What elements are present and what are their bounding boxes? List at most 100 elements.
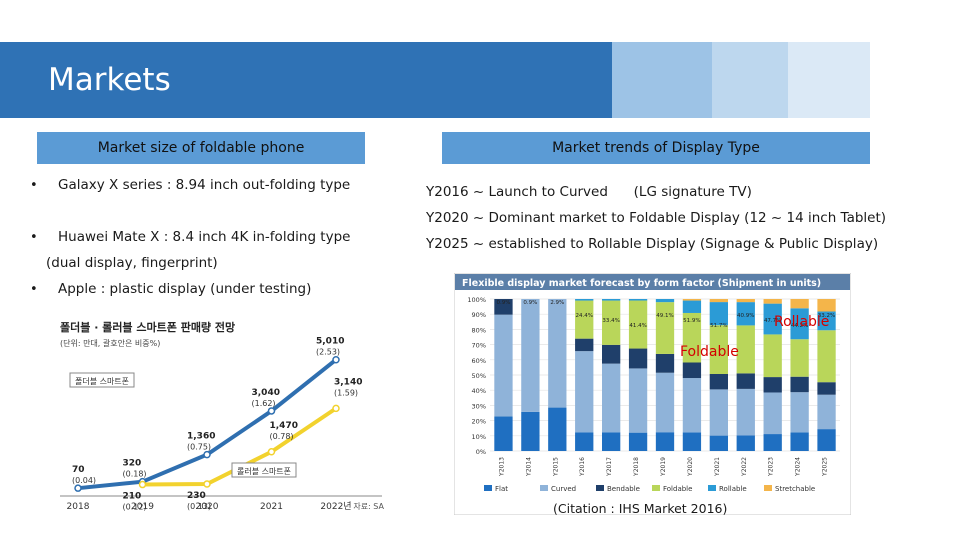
bar-segment-curved: [655, 372, 675, 433]
bar-point-label: 2.9%: [550, 300, 564, 306]
line-point-label: 3,140: [334, 377, 362, 387]
line-point: [267, 407, 276, 415]
line-point-share: (0.04): [72, 476, 96, 485]
bar-segment-stretchable: [790, 299, 809, 309]
line-point-label: 70: [72, 465, 85, 475]
bar-segment-rollable: [575, 299, 594, 301]
bar-segment-curved: [628, 368, 648, 433]
bar-segment-flat: [817, 429, 836, 451]
line-chart-x-tick: 2022년: [320, 501, 351, 511]
bar-segment-bendable: [575, 338, 594, 352]
left-section-header: Market size of foldable phone: [37, 132, 365, 164]
bar-y-tick: 10%: [472, 433, 486, 441]
foldable-callout: Foldable: [680, 344, 739, 360]
legend-label: Foldable: [663, 485, 692, 493]
line-chart-subtitle: (단위: 만대, 괄호안은 비중%): [60, 338, 160, 348]
bar-point-label: 0.9%: [523, 300, 537, 306]
line-chart-x-tick: 2018: [67, 502, 90, 511]
bar-x-tick: Y2020: [687, 457, 694, 477]
line-point-label: 1,470: [270, 421, 298, 431]
line-chart-x-tick: 2019: [131, 502, 154, 511]
bullet-icon: •: [30, 178, 38, 193]
bar-segment-rollable: [790, 308, 809, 340]
line-chart-source: 자료: SA: [353, 502, 384, 511]
bar-segment-bendable: [763, 377, 782, 393]
bar-segment-curved: [790, 392, 809, 433]
legend-swatch: [708, 485, 716, 491]
bullet-huawei-detail: (dual display, fingerprint): [46, 255, 218, 271]
line-point-label: 230: [187, 491, 206, 501]
legend-tag-rollable: 롤러블 스마트폰: [237, 466, 291, 476]
line-point: [332, 404, 340, 413]
bar-y-tick: 90%: [472, 311, 486, 319]
bar-point-label: 33.4%: [602, 318, 619, 324]
line-point-share: (0.78): [270, 432, 294, 441]
bar-segment-foldable: [736, 325, 755, 374]
line-point-label: 3,040: [252, 388, 280, 398]
bullet-galaxy: Galaxy X series : 8.94 inch out-folding …: [58, 177, 351, 193]
bar-segment-foldable: [602, 300, 621, 345]
line-point-share: (0.75): [187, 443, 211, 452]
bar-segment-foldable: [655, 302, 675, 354]
bar-chart-title: Flexible display market forecast by form…: [462, 278, 821, 289]
bar-x-tick: Y2022: [741, 457, 748, 477]
line-chart-x-tick: 2020: [196, 502, 219, 511]
bar-point-label: 49.1%: [656, 313, 673, 319]
bar-segment-bendable: [628, 348, 648, 369]
display-market-bar-chart: Flexible display market forecast by form…: [454, 273, 851, 515]
bar-segment-stretchable: [736, 299, 755, 303]
legend-label: Flat: [495, 485, 508, 493]
bar-segment-foldable: [575, 300, 594, 339]
bar-segment-stretchable: [817, 299, 836, 312]
bar-segment-curved: [548, 299, 567, 408]
legend-swatch: [764, 485, 772, 491]
line-point-share: (0.18): [123, 470, 147, 479]
slide-title: Markets: [48, 62, 171, 98]
bullet-icon: •: [30, 282, 38, 297]
bar-point-label: 44.2%: [791, 323, 808, 329]
bar-point-label: 33.2%: [818, 313, 835, 319]
line-point: [203, 450, 211, 459]
bar-segment-foldable: [628, 300, 648, 349]
bar-segment-flat: [655, 432, 675, 451]
bar-segment-rollable: [709, 302, 728, 326]
bar-segment-curved: [682, 378, 702, 433]
bar-segment-flat: [682, 432, 702, 451]
bar-segment-curved: [575, 351, 594, 433]
bar-segment-bendable: [655, 353, 675, 373]
bar-segment-bendable: [790, 376, 809, 393]
bar-segment-foldable: [709, 325, 728, 374]
bar-segment-stretchable: [763, 299, 782, 304]
bar-segment-bendable: [494, 299, 513, 315]
bar-point-label: 24.4%: [575, 313, 592, 319]
bar-segment-bendable: [817, 382, 836, 395]
bar-x-tick: Y2017: [606, 457, 613, 477]
bar-segment-flat: [790, 432, 809, 451]
banner-accent-1: [612, 42, 712, 118]
line-point: [332, 355, 340, 364]
bar-point-label: 51.9%: [683, 318, 700, 324]
bar-segment-bendable: [709, 373, 728, 390]
foldable-phone-sales-chart: 폴더블 · 롤러블 스마트폰 판매량 전망 (단위: 만대, 괄호안은 비중%) 2…: [56, 313, 388, 511]
bar-segment-rollable: [602, 299, 621, 301]
line-point-label: 1,360: [187, 432, 215, 442]
legend-swatch: [484, 485, 492, 491]
bar-y-tick: 60%: [472, 357, 486, 365]
legend-tag-box: [69, 372, 135, 388]
bar-y-tick: 80%: [472, 326, 486, 334]
legend-swatch: [540, 485, 548, 491]
bar-segment-foldable: [682, 312, 702, 363]
line-point-label: 320: [123, 459, 142, 469]
title-banner: [0, 42, 870, 118]
bar-y-tick: 20%: [472, 418, 486, 426]
bar-segment-foldable: [817, 330, 836, 383]
line-point: [267, 448, 276, 456]
bar-segment-rollable: [682, 300, 702, 313]
legend-label: Curved: [551, 485, 576, 493]
bar-segment-flat: [709, 435, 728, 451]
bar-x-tick: Y2024: [795, 457, 802, 477]
bullet-huawei: Huawei Mate X : 8.4 inch 4K in-folding t…: [58, 229, 351, 245]
bar-y-tick: 100%: [467, 296, 486, 304]
line-point-share: (0.12): [123, 503, 147, 511]
bar-segment-flat: [494, 416, 513, 451]
